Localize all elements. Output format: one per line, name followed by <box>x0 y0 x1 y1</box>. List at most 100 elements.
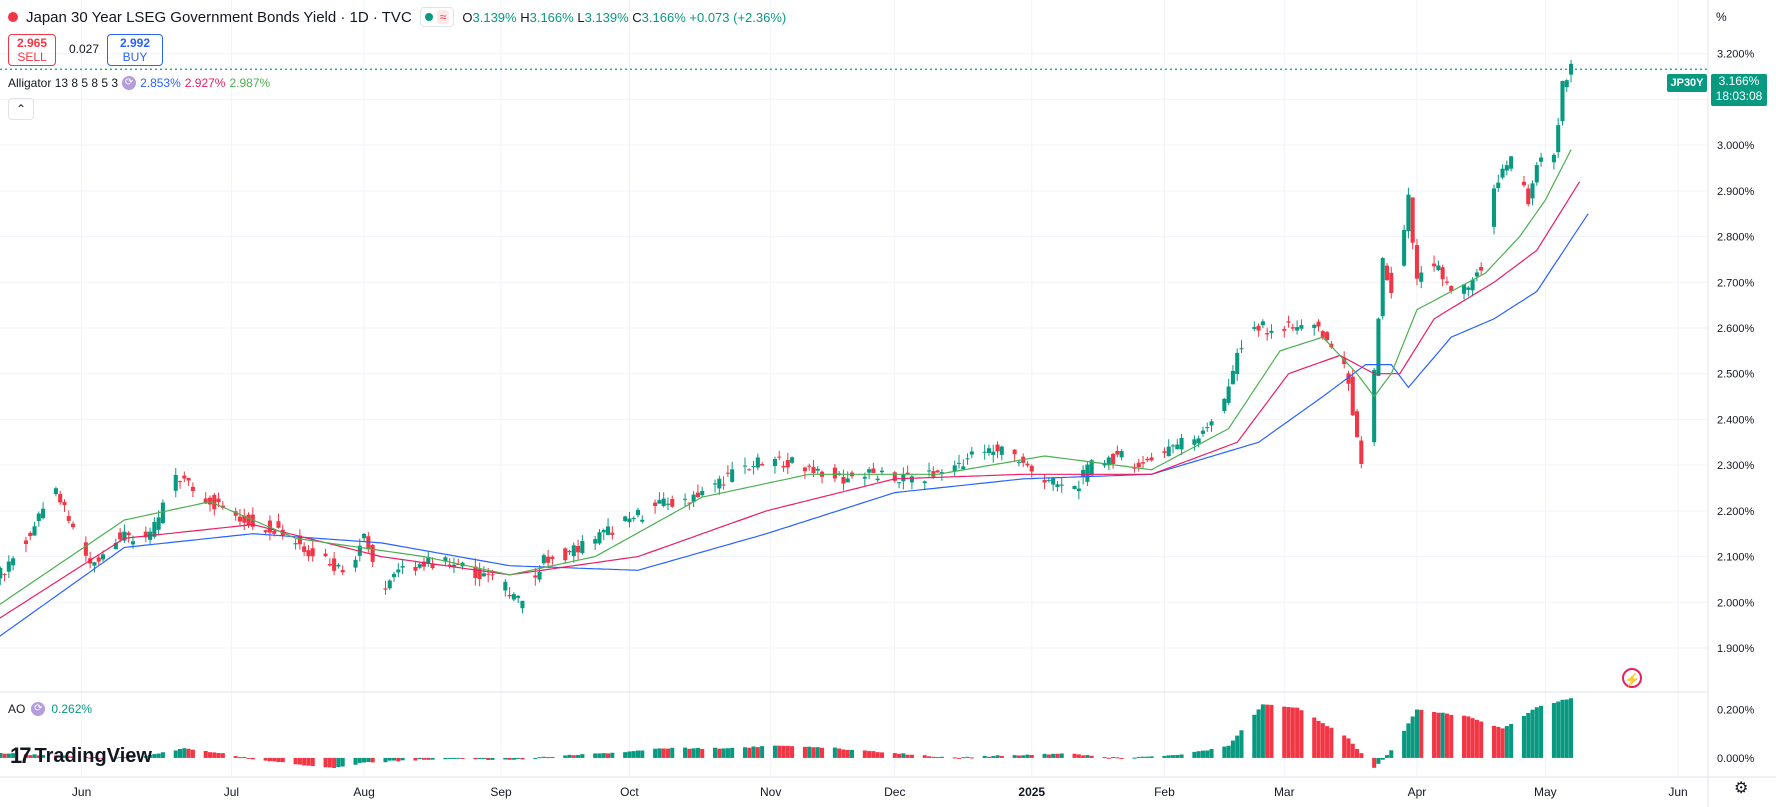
candle-body <box>1209 421 1214 426</box>
candle <box>1509 156 1514 172</box>
symbol-title[interactable]: Japan 30 Year LSEG Government Bonds Yiel… <box>26 8 412 26</box>
sell-button[interactable]: 2.965 SELL <box>8 34 56 66</box>
candle <box>1119 449 1124 461</box>
price-tick-label: 2.800% <box>1717 232 1755 244</box>
candle-body <box>100 554 106 560</box>
buy-label: BUY <box>122 50 148 64</box>
ao-bar <box>0 752 3 758</box>
candle-body <box>1372 369 1377 443</box>
ao-bar <box>242 756 247 758</box>
candle-body <box>772 458 777 467</box>
candle <box>62 499 67 512</box>
ao-bar <box>927 756 932 758</box>
buy-button[interactable]: 2.992 BUY <box>107 34 163 66</box>
candle-body <box>92 562 97 566</box>
candle-body <box>935 470 940 473</box>
candle-body <box>999 446 1004 455</box>
ao-bar <box>965 756 970 758</box>
candle-body <box>1320 331 1325 338</box>
ao-bar <box>837 748 842 758</box>
flash-icon[interactable]: ⚡ <box>1622 668 1642 688</box>
ao-bar <box>2 753 7 758</box>
candle-body <box>1312 324 1317 328</box>
candle-body <box>207 497 213 505</box>
candle-body <box>178 481 183 483</box>
ao-value: 0.262% <box>51 702 93 716</box>
candle-body <box>713 483 718 485</box>
candle <box>1436 260 1441 272</box>
ao-bar <box>807 746 812 758</box>
ao-bar <box>653 748 658 758</box>
candle <box>122 524 127 543</box>
price-tick-label: 2.200% <box>1717 506 1755 518</box>
time-tick-label: Jul <box>224 785 239 799</box>
refresh-icon[interactable]: ⟳ <box>122 76 137 90</box>
ao-bar <box>58 756 63 758</box>
alligator-legend[interactable]: Alligator 13 8 5 8 5 3 ⟳ 2.853% 2.927% 2… <box>8 76 270 90</box>
time-tick-label: Apr <box>1408 785 1427 799</box>
candle <box>1265 327 1270 341</box>
candle <box>1440 264 1445 287</box>
ao-bar <box>683 747 688 758</box>
candle-body <box>1175 444 1180 450</box>
ao-bar <box>597 753 602 758</box>
candle-body <box>533 575 538 578</box>
candle <box>332 551 337 576</box>
candle-body <box>83 542 88 556</box>
alligator-label[interactable]: Alligator 13 8 5 8 5 3 <box>8 76 119 90</box>
ao-bar <box>212 752 217 758</box>
ao-legend[interactable]: AO ⟳ 0.262% <box>8 702 92 716</box>
symbol-header[interactable]: Japan 30 Year LSEG Government Bonds Yiel… <box>8 6 786 28</box>
spread-value: 0.027 <box>69 42 100 56</box>
candle <box>550 555 555 565</box>
candle <box>451 557 456 574</box>
candle-body <box>1432 263 1437 267</box>
candle <box>1012 448 1017 462</box>
collapse-legend-button[interactable]: ⌃ <box>8 98 34 120</box>
gear-icon[interactable]: ⚙ <box>1734 780 1749 797</box>
candle <box>1025 461 1030 468</box>
candle-body <box>1564 80 1569 88</box>
grid <box>0 0 1708 777</box>
ao-bar <box>1145 756 1150 758</box>
candle <box>781 461 786 472</box>
candle-body <box>1509 156 1514 169</box>
candle <box>1419 265 1424 289</box>
ao-bar <box>1380 757 1385 760</box>
ao-bar <box>1474 719 1479 758</box>
alligator-teeth-value: 2.927% <box>184 76 226 90</box>
ao-bar <box>1081 755 1086 758</box>
candle-body <box>640 519 645 522</box>
candle-body <box>845 478 850 483</box>
candle-body <box>841 476 846 484</box>
ao-bar <box>130 756 135 758</box>
price-axis-panel[interactable] <box>1708 0 1776 807</box>
refresh-icon[interactable]: ⟳ <box>31 702 46 716</box>
tradingview-logo[interactable]: 17 TradingView <box>10 743 152 769</box>
time-tick-label: Jun <box>72 785 91 799</box>
candle <box>182 471 187 483</box>
candle-body <box>1089 460 1094 476</box>
candle-body <box>1012 449 1017 455</box>
ao-label[interactable]: AO <box>8 702 26 716</box>
ao-bar <box>1470 718 1475 758</box>
price-tick-label: 2.400% <box>1717 414 1755 426</box>
candle-body <box>11 558 16 566</box>
axis-unit[interactable]: % <box>1716 10 1727 24</box>
ao-bar <box>1389 750 1394 758</box>
ao-bar <box>1320 723 1325 758</box>
candle <box>1042 474 1047 490</box>
ao-bar <box>1200 750 1205 758</box>
ao-bar <box>1021 755 1026 758</box>
ao-bar <box>811 747 816 758</box>
candle <box>1380 256 1385 320</box>
candle-body <box>1521 181 1526 186</box>
candle-body <box>1042 479 1047 483</box>
ao-bar <box>1029 755 1034 758</box>
ao-bar <box>306 757 311 766</box>
candle-body <box>130 541 135 545</box>
price-tick-label: 3.000% <box>1717 140 1755 152</box>
candle <box>841 469 846 491</box>
indicator-toggle-pill[interactable]: ≈ <box>419 7 455 27</box>
